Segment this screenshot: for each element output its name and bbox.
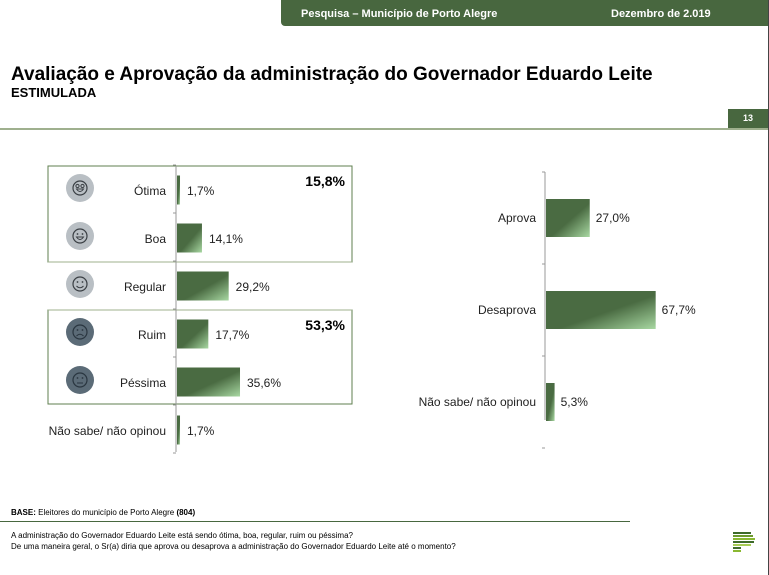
category-label: Desaprova — [478, 303, 536, 317]
frown-face-icon — [66, 318, 94, 346]
category-label: Boa — [145, 232, 167, 246]
bar — [546, 291, 656, 329]
group-total-label: 53,3% — [305, 317, 345, 333]
survey-name: Pesquisa – Município de Porto Alegre — [301, 8, 498, 20]
bar — [546, 383, 555, 421]
page-number: 13 — [728, 109, 768, 128]
category-label: Não sabe/ não opinou — [49, 424, 166, 438]
page-subtitle: ESTIMULADA — [11, 85, 97, 100]
page-title: Avaliação e Aprovação da administração d… — [11, 64, 653, 85]
data-label: 1,7% — [187, 184, 215, 198]
survey-date: Dezembro de 2.019 — [611, 8, 711, 20]
base-note: BASE: Eleitores do município de Porto Al… — [11, 508, 195, 517]
bar — [546, 199, 590, 237]
category-label: Regular — [124, 280, 166, 294]
data-label: 29,2% — [236, 280, 270, 294]
star-eyes-face-icon — [66, 174, 94, 202]
data-label: 14,1% — [209, 232, 243, 246]
title-divider — [0, 128, 768, 130]
data-label: 1,7% — [187, 424, 215, 438]
header-bar: Pesquisa – Município de Porto Alegre Dez… — [281, 0, 769, 26]
base-n: (804) — [176, 508, 196, 517]
data-label: 27,0% — [596, 211, 630, 225]
data-label: 17,7% — [215, 328, 249, 342]
data-label: 5,3% — [561, 395, 589, 409]
neutral-face-icon — [66, 366, 94, 394]
bar — [177, 367, 241, 397]
question-2: De uma maneira geral, o Sr(a) diria que … — [11, 542, 456, 551]
category-label: Ótima — [134, 183, 166, 198]
grin-face-icon — [66, 222, 94, 250]
category-label: Ruim — [138, 328, 166, 342]
base-text: Eleitores do município de Porto Alegre — [38, 508, 175, 517]
bar — [177, 175, 181, 205]
data-label: 35,6% — [247, 376, 281, 390]
bar — [177, 319, 209, 349]
bar — [177, 271, 229, 301]
category-label: Péssima — [120, 376, 166, 390]
footer-divider — [0, 521, 630, 522]
bar — [177, 415, 181, 445]
category-label: Aprova — [498, 211, 536, 225]
bar — [177, 223, 202, 253]
group-total-label: 15,8% — [305, 173, 345, 189]
data-label: 67,7% — [662, 303, 696, 317]
base-label: BASE: — [11, 508, 36, 517]
company-logo-icon — [733, 532, 755, 552]
smile-face-icon — [66, 270, 94, 298]
question-1: A administração do Governador Eduardo Le… — [11, 531, 353, 540]
category-label: Não sabe/ não opinou — [419, 395, 536, 409]
